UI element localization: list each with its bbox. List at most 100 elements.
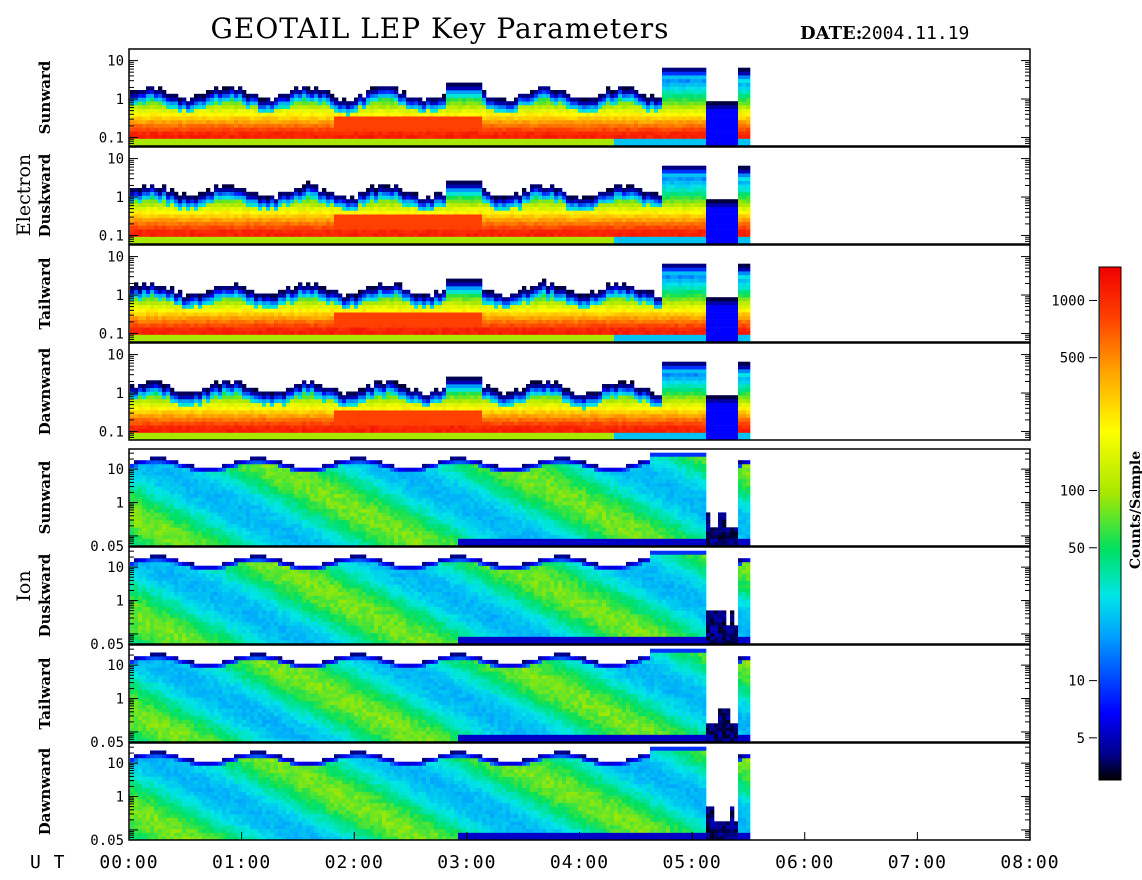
heat-cell: [530, 135, 534, 139]
heat-cell: [462, 124, 466, 128]
heat-cell: [726, 237, 730, 241]
heat-cell: [142, 331, 146, 335]
heat-cell: [494, 199, 498, 203]
heat-cell: [258, 210, 262, 214]
heat-cell: [154, 286, 158, 290]
heat-cell: [378, 225, 382, 229]
heat-cell: [586, 101, 590, 105]
heat-cell: [566, 210, 570, 214]
heat-cell: [174, 294, 178, 298]
heat-cell: [358, 218, 362, 222]
heat-cell: [698, 210, 702, 214]
heat-cell: [406, 214, 410, 218]
heat-cell: [586, 105, 590, 109]
heat-cell: [558, 229, 562, 233]
heat-cell: [666, 75, 670, 79]
heat-cell: [266, 207, 270, 211]
heat-cell: [210, 233, 214, 237]
heat-cell: [466, 109, 470, 113]
heat-cell: [626, 229, 630, 233]
heat-cell: [386, 210, 390, 214]
heat-cell: [742, 199, 746, 203]
heat-cell: [158, 139, 162, 143]
heat-cell: [234, 214, 238, 218]
heat-cell: [214, 225, 218, 229]
heat-cell: [230, 214, 234, 218]
heat-cell: [670, 203, 674, 207]
heat-cell: [138, 124, 142, 128]
heat-cell: [130, 316, 134, 320]
heat-cell: [378, 90, 382, 94]
heat-cell: [250, 127, 254, 131]
heat-cell: [370, 139, 374, 143]
heat-cell: [746, 199, 750, 203]
heat-cell: [622, 139, 626, 143]
heat-cell: [502, 237, 506, 241]
heat-cell: [410, 237, 414, 241]
heat-cell: [726, 120, 730, 124]
heat-cell: [526, 139, 530, 143]
heat-cell: [638, 192, 642, 196]
heat-cell: [618, 98, 622, 102]
heat-cell: [578, 116, 582, 120]
heat-cell: [658, 131, 662, 135]
heat-cell: [742, 222, 746, 226]
heat-cell: [574, 135, 578, 139]
heat-cell: [326, 120, 330, 124]
heat-cell: [158, 233, 162, 237]
heat-cell: [554, 112, 558, 116]
heat-cell: [470, 188, 474, 192]
heat-cell: [694, 225, 698, 229]
heat-cell: [518, 233, 522, 237]
heat-cell: [554, 120, 558, 124]
heat-cell: [650, 120, 654, 124]
heat-cell: [298, 222, 302, 226]
heat-cell: [422, 199, 426, 203]
heat-cell: [686, 105, 690, 109]
heat-cell: [450, 139, 454, 143]
heat-cell: [326, 207, 330, 211]
heat-cell: [546, 116, 550, 120]
heat-cell: [414, 131, 418, 135]
heat-cell: [662, 184, 666, 188]
heat-cell: [550, 225, 554, 229]
heat-cell: [534, 192, 538, 196]
heat-cell: [138, 101, 142, 105]
heat-cell: [554, 116, 558, 120]
heat-cell: [566, 222, 570, 226]
heat-cell: [298, 139, 302, 143]
heat-cell: [578, 218, 582, 222]
heat-cell: [330, 139, 334, 143]
heat-cell: [294, 225, 298, 229]
heat-cell: [686, 127, 690, 131]
heat-cell: [198, 323, 202, 327]
heat-cell: [150, 120, 154, 124]
heat-cell: [194, 331, 198, 335]
heat-cell: [654, 214, 658, 218]
heat-cell: [726, 233, 730, 237]
heat-cell: [162, 120, 166, 124]
heat-cell: [374, 127, 378, 131]
heat-cell: [446, 196, 450, 200]
heat-cell: [562, 196, 566, 200]
heat-cell: [378, 112, 382, 116]
heat-cell: [646, 229, 650, 233]
heat-cell: [158, 316, 162, 320]
heat-cell: [742, 116, 746, 120]
heat-cell: [254, 116, 258, 120]
heat-cell: [274, 218, 278, 222]
heat-cell: [190, 101, 194, 105]
heat-cell: [198, 297, 202, 301]
heat-cell: [230, 229, 234, 233]
heat-cell: [374, 112, 378, 116]
heat-cell: [162, 305, 166, 309]
heat-cell: [314, 192, 318, 196]
heat-cell: [234, 124, 238, 128]
heat-cell: [154, 308, 158, 312]
heat-cell: [622, 127, 626, 131]
heat-cell: [210, 139, 214, 143]
heat-cell: [394, 124, 398, 128]
heat-cell: [162, 207, 166, 211]
heat-cell: [370, 90, 374, 94]
heat-cell: [150, 297, 154, 301]
